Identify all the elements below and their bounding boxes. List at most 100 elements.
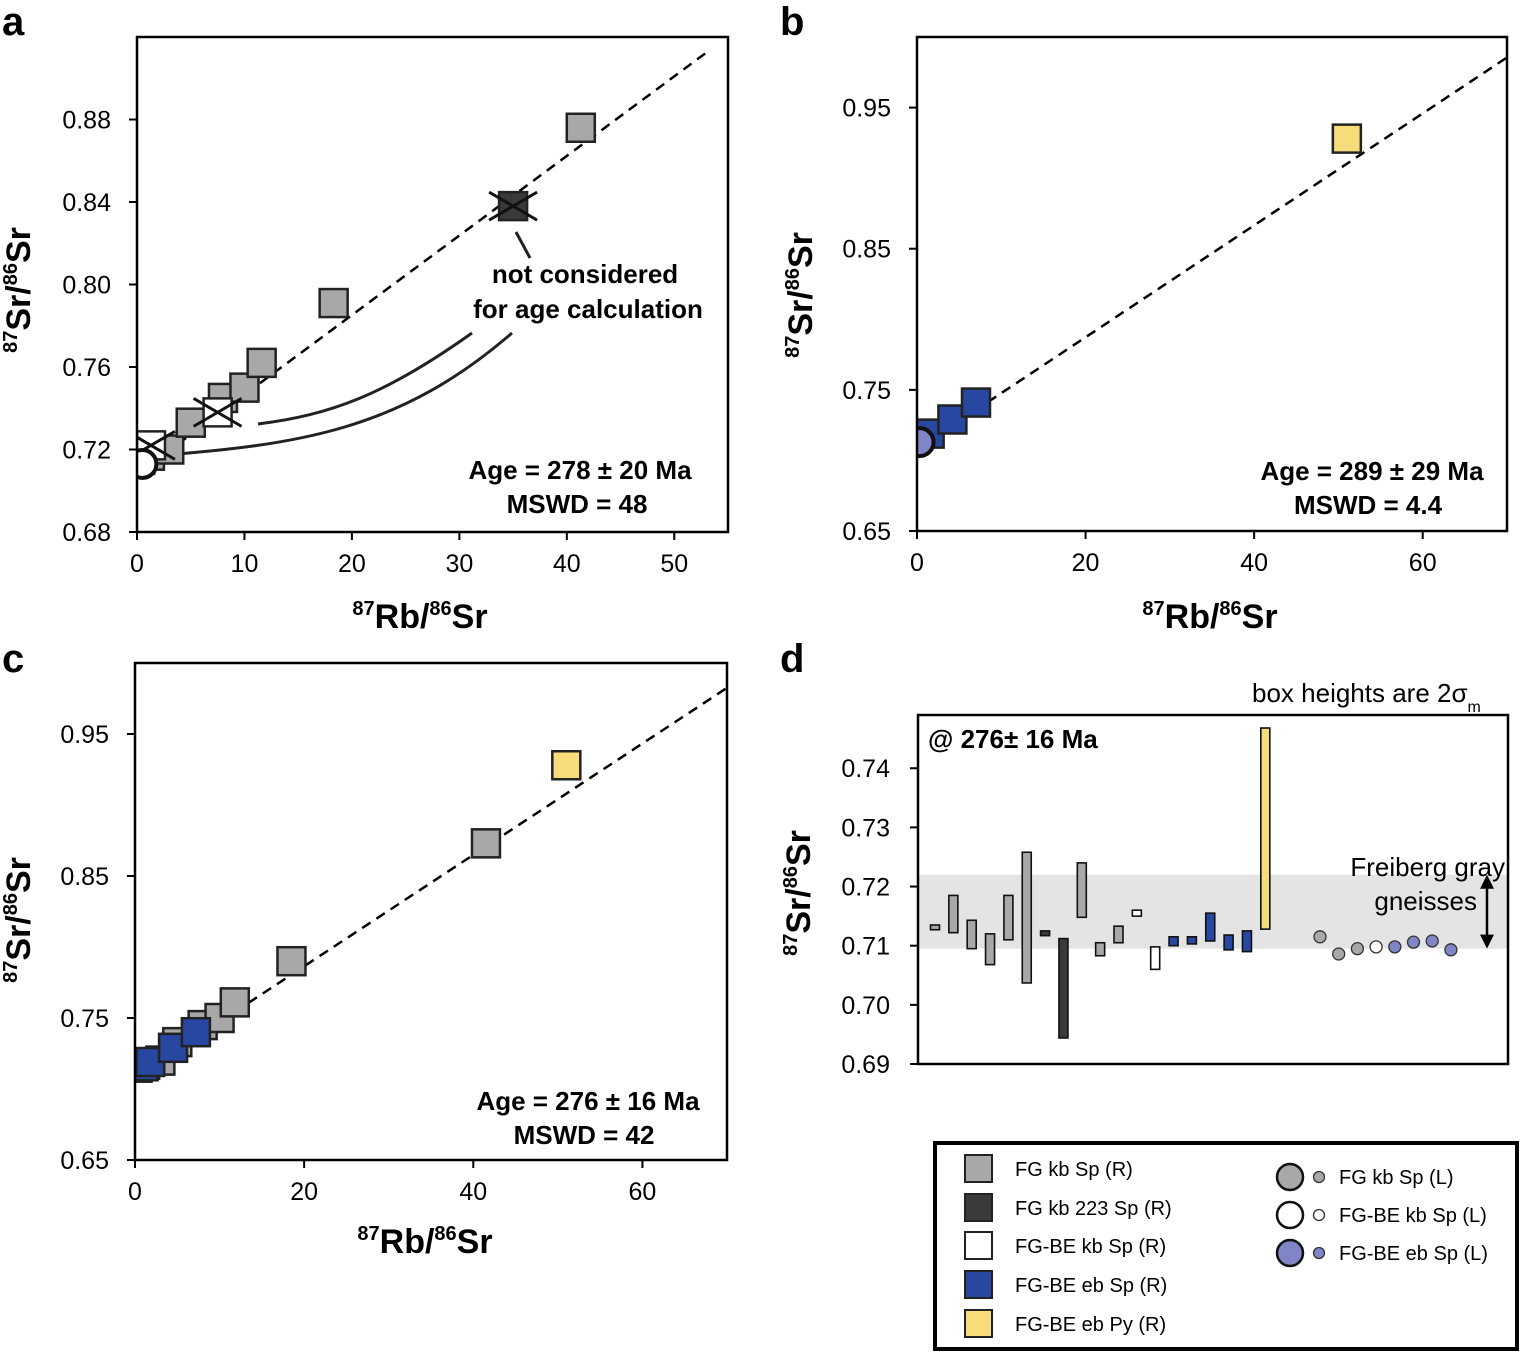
panel-c-ylabel: 87Sr/86Sr bbox=[0, 857, 38, 983]
data-point-fg-kb-sp-r bbox=[565, 112, 597, 143]
error-box-fgbe-eb-py-r bbox=[1260, 727, 1271, 930]
data-dot-fgbe-eb-sp-l bbox=[1425, 934, 1439, 948]
legend-swatch-fgbe-eb-sp-r bbox=[964, 1270, 993, 1299]
legend-label: FG-BE kb Sp (R) bbox=[1015, 1236, 1166, 1258]
x-tick-label: 20 bbox=[290, 1178, 318, 1206]
x-tick-label: 0 bbox=[128, 1178, 142, 1206]
x-tick-label: 10 bbox=[231, 550, 259, 578]
panel-d-dots bbox=[1313, 930, 1458, 961]
legend-label: FG-BE kb Sp (L) bbox=[1339, 1205, 1487, 1227]
x-tick-label: 40 bbox=[1240, 549, 1268, 577]
legend-frame bbox=[933, 1141, 1519, 1351]
panel-c-ticks: 0 20 40 60 0.65 0.75 0.85 0.95 bbox=[60, 721, 656, 1206]
panel-b-age: Age = 289 ± 29 Ma bbox=[1260, 456, 1484, 486]
panel-c-age: Age = 276 ± 16 Ma bbox=[476, 1086, 700, 1116]
data-point-fg-kb-sp-r bbox=[276, 945, 307, 977]
x-tick-label: 30 bbox=[445, 550, 473, 578]
panel-a-frame bbox=[135, 35, 730, 534]
error-box-fg-kb-sp-r bbox=[1021, 851, 1033, 984]
panel-d: 0.69 0.70 0.71 0.72 0.73 0.74 @ 276± 16 Ma bo… bbox=[780, 678, 1510, 1079]
y-tick-label: 0.75 bbox=[842, 377, 891, 405]
legend-label: FG kb Sp (R) bbox=[1015, 1159, 1133, 1181]
annotation-line-2: for age calculation bbox=[473, 294, 703, 324]
x-tick-label: 20 bbox=[338, 550, 366, 578]
y-tick-label: 0.69 bbox=[841, 1051, 890, 1079]
y-tick-label: 0.73 bbox=[841, 814, 890, 842]
panel-b-mswd: MSWD = 4.4 bbox=[1294, 490, 1443, 520]
data-point-fgbe-eb-sp-l bbox=[917, 426, 936, 459]
y-tick-label: 0.65 bbox=[842, 518, 891, 546]
excluded-cross-mark bbox=[192, 397, 243, 428]
error-box-fg-kb-sp-r bbox=[929, 924, 941, 931]
legend: FG kb Sp (R) FG kb 223 Sp (R) FG-BE kb Sp … bbox=[933, 1141, 1519, 1351]
data-point-fg-kb-sp-r bbox=[229, 372, 260, 403]
x-tick-label: 20 bbox=[1072, 549, 1100, 577]
error-box-fgbe-eb-sp-r bbox=[1204, 912, 1216, 942]
error-box-fgbe-eb-sp-r bbox=[1241, 930, 1253, 953]
error-box-fg-kb-sp-r bbox=[1094, 941, 1106, 957]
data-dot-fgbe-eb-sp-l bbox=[1388, 940, 1402, 954]
legend-swatch-fgbe-eb-py-r bbox=[964, 1309, 993, 1338]
x-tick-label: 40 bbox=[459, 1178, 487, 1206]
legend-label: FG-BE eb Sp (R) bbox=[1015, 1275, 1167, 1297]
panel-a-age: Age = 278 ± 20 Ma bbox=[468, 455, 692, 485]
data-point-fg-kb-sp-r bbox=[318, 287, 349, 319]
x-tick-label: 0 bbox=[910, 549, 924, 577]
y-tick-label: 0.74 bbox=[841, 755, 890, 783]
error-box-fg-kb-sp-r bbox=[984, 933, 996, 966]
data-dot-fg-kb-sp-l bbox=[1332, 947, 1346, 961]
band-label-1: Freiberg gray bbox=[1350, 852, 1505, 882]
y-tick-label: 0.76 bbox=[62, 354, 111, 382]
legend-label: FG-BE eb Sp (L) bbox=[1339, 1243, 1488, 1265]
panel-a-mswd: MSWD = 48 bbox=[507, 489, 648, 519]
x-tick-label: 60 bbox=[1409, 549, 1437, 577]
data-dot-fgbe-eb-sp-l bbox=[1406, 935, 1421, 949]
box-height-note: box heights are 2σm bbox=[1252, 678, 1481, 716]
y-tick-label: 0.85 bbox=[842, 236, 891, 264]
error-box-fg-kb-sp-r bbox=[948, 894, 959, 934]
x-tick-label: 50 bbox=[660, 550, 688, 578]
legend-marker-small-fgbe-eb-sp-l bbox=[1312, 1246, 1326, 1260]
panel-c-xlabel: 87Rb/86Sr bbox=[357, 1223, 492, 1261]
y-tick-label: 0.95 bbox=[60, 721, 109, 749]
y-tick-label: 0.85 bbox=[60, 863, 109, 891]
panel-label-b: b bbox=[780, 0, 804, 44]
error-box-fgbe-eb-sp-r bbox=[1223, 934, 1234, 951]
panel-c: 0 20 40 60 0.65 0.75 0.85 0.95 Age = 276 ± 16 M… bbox=[0, 661, 729, 1261]
y-tick-label: 0.75 bbox=[60, 1005, 109, 1033]
legend-marker-small-fg-kb-sp-l bbox=[1312, 1170, 1326, 1184]
data-point-fg-kb-sp-r bbox=[470, 828, 502, 859]
legend-label: FG kb 223 Sp (R) bbox=[1015, 1198, 1172, 1220]
y-tick-label: 0.71 bbox=[841, 933, 890, 961]
data-dot-fgbe-eb-sp-l bbox=[1444, 943, 1458, 957]
legend-label: FG kb Sp (L) bbox=[1339, 1167, 1453, 1189]
legend-marker-small-fgbe-kb-sp-l bbox=[1312, 1208, 1326, 1222]
y-tick-label: 0.68 bbox=[62, 519, 111, 547]
panel-label-a: a bbox=[2, 0, 25, 44]
panel-a-points bbox=[137, 112, 597, 480]
panel-d-ylabel: 87Sr/86Sr bbox=[780, 830, 818, 956]
error-box-fg-kb-sp-r bbox=[1076, 862, 1088, 919]
error-box-fgbe-eb-sp-r bbox=[1186, 936, 1198, 945]
annotation-line-1: not considered bbox=[492, 259, 678, 289]
error-box-fg-kb-sp-r bbox=[1113, 925, 1124, 944]
panel-b-points bbox=[917, 123, 1363, 459]
x-tick-label: 60 bbox=[629, 1178, 657, 1206]
legend-marker-large-fgbe-kb-sp-l bbox=[1275, 1200, 1305, 1230]
panel-a: 0 10 20 30 40 50 0.68 0.72 0.76 0.80 0.84 0.88 not … bbox=[0, 35, 730, 636]
annotation-curve-upper bbox=[257, 331, 473, 426]
data-point-fg-kb-sp-r bbox=[219, 987, 251, 1018]
y-tick-label: 0.95 bbox=[842, 95, 891, 123]
y-tick-label: 0.65 bbox=[60, 1147, 109, 1175]
data-dot-fg-kb-sp-l bbox=[1313, 930, 1327, 944]
error-box-fgbe-kb-sp-r bbox=[1149, 946, 1161, 971]
data-dot-fgbe-kb-sp-l bbox=[1369, 940, 1383, 954]
panel-a-ylabel: 87Sr/86Sr bbox=[0, 227, 38, 353]
error-box-fgbe-eb-sp-r bbox=[1168, 936, 1179, 947]
legend-swatch-fg-kb-sp-r bbox=[964, 1154, 993, 1183]
legend-swatch-fgbe-kb-sp-r bbox=[964, 1231, 993, 1260]
error-box-fgbe-kb-sp-r bbox=[1131, 909, 1143, 917]
error-box-fg-kb-223-sp-r bbox=[1039, 930, 1051, 937]
error-box-fg-kb-sp-r bbox=[1003, 894, 1014, 941]
panel-a-xlabel: 87Rb/86Sr bbox=[352, 598, 487, 636]
